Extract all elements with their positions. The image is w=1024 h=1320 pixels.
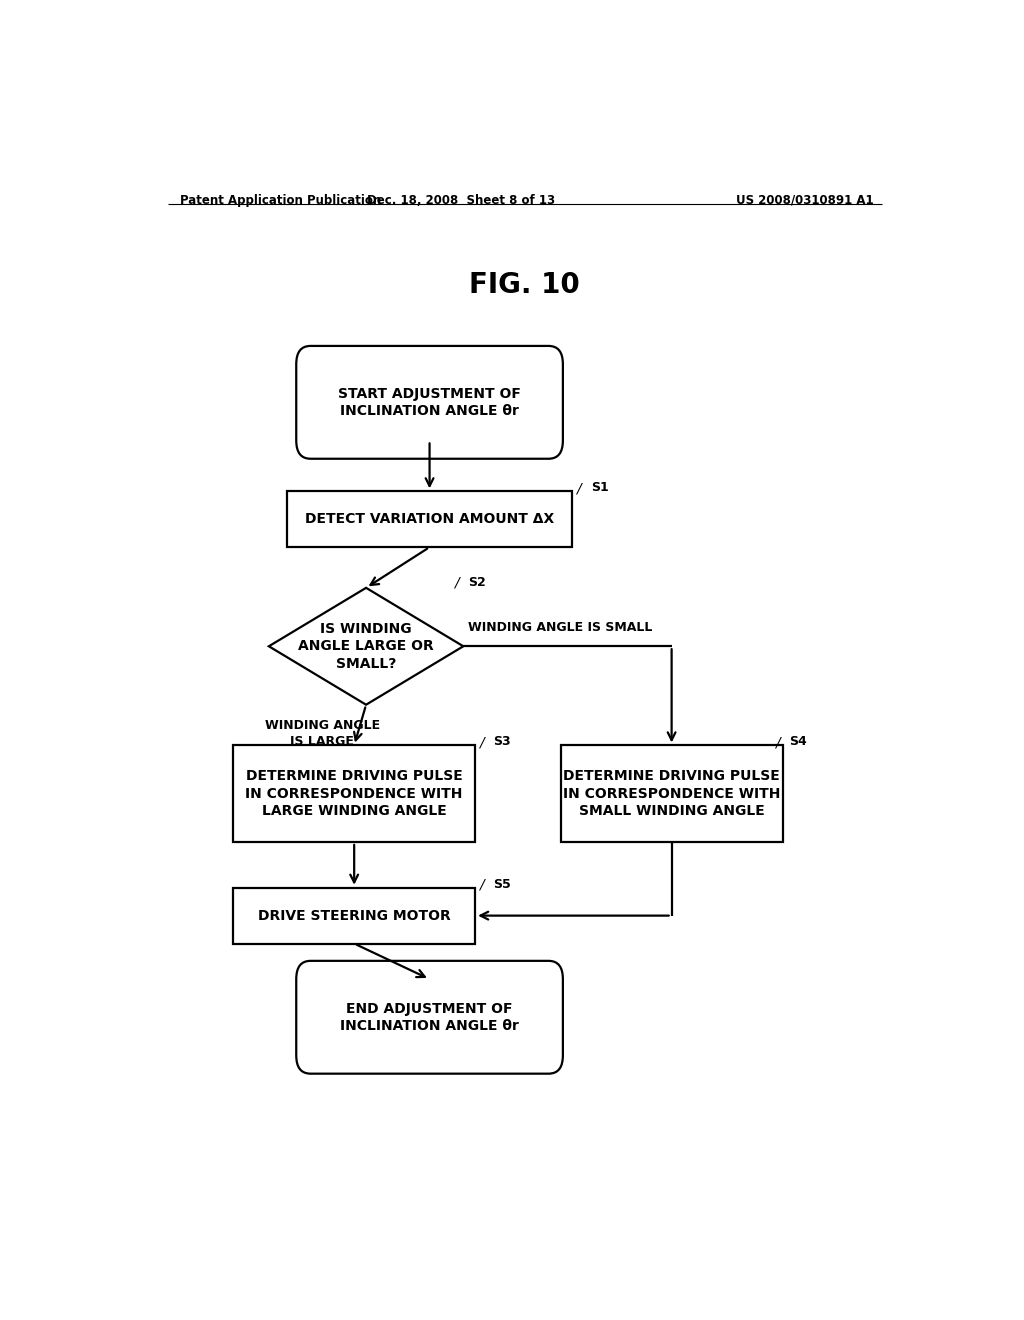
Text: DRIVE STEERING MOTOR: DRIVE STEERING MOTOR <box>258 908 451 923</box>
Text: Dec. 18, 2008  Sheet 8 of 13: Dec. 18, 2008 Sheet 8 of 13 <box>368 194 555 207</box>
Bar <box>560 746 782 842</box>
Text: S2: S2 <box>468 576 485 589</box>
Text: WINDING ANGLE IS SMALL: WINDING ANGLE IS SMALL <box>468 622 652 635</box>
Polygon shape <box>269 587 463 705</box>
Text: START ADJUSTMENT OF
INCLINATION ANGLE θr: START ADJUSTMENT OF INCLINATION ANGLE θr <box>338 387 521 418</box>
Text: S5: S5 <box>494 878 511 891</box>
Text: IS WINDING
ANGLE LARGE OR
SMALL?: IS WINDING ANGLE LARGE OR SMALL? <box>298 622 434 671</box>
Text: S4: S4 <box>790 735 807 748</box>
Text: DETERMINE DRIVING PULSE
IN CORRESPONDENCE WITH
LARGE WINDING ANGLE: DETERMINE DRIVING PULSE IN CORRESPONDENC… <box>246 770 463 818</box>
Text: DETERMINE DRIVING PULSE
IN CORRESPONDENCE WITH
SMALL WINDING ANGLE: DETERMINE DRIVING PULSE IN CORRESPONDENC… <box>563 770 780 818</box>
Text: /: / <box>479 878 483 891</box>
Bar <box>233 887 475 944</box>
FancyBboxPatch shape <box>296 346 563 459</box>
Text: /: / <box>479 735 483 750</box>
Text: /: / <box>454 576 459 590</box>
Text: WINDING ANGLE
IS LARGE: WINDING ANGLE IS LARGE <box>265 719 380 748</box>
Text: Patent Application Publication: Patent Application Publication <box>179 194 381 207</box>
Text: /: / <box>577 480 581 495</box>
Text: DETECT VARIATION AMOUNT ΔX: DETECT VARIATION AMOUNT ΔX <box>305 512 554 527</box>
Text: FIG. 10: FIG. 10 <box>469 272 581 300</box>
Text: S3: S3 <box>494 735 511 748</box>
Bar <box>233 746 475 842</box>
Text: /: / <box>775 735 779 750</box>
Text: END ADJUSTMENT OF
INCLINATION ANGLE θr: END ADJUSTMENT OF INCLINATION ANGLE θr <box>340 1002 519 1034</box>
Text: US 2008/0310891 A1: US 2008/0310891 A1 <box>736 194 873 207</box>
Text: S1: S1 <box>591 480 608 494</box>
FancyBboxPatch shape <box>296 961 563 1073</box>
Bar <box>287 491 572 548</box>
